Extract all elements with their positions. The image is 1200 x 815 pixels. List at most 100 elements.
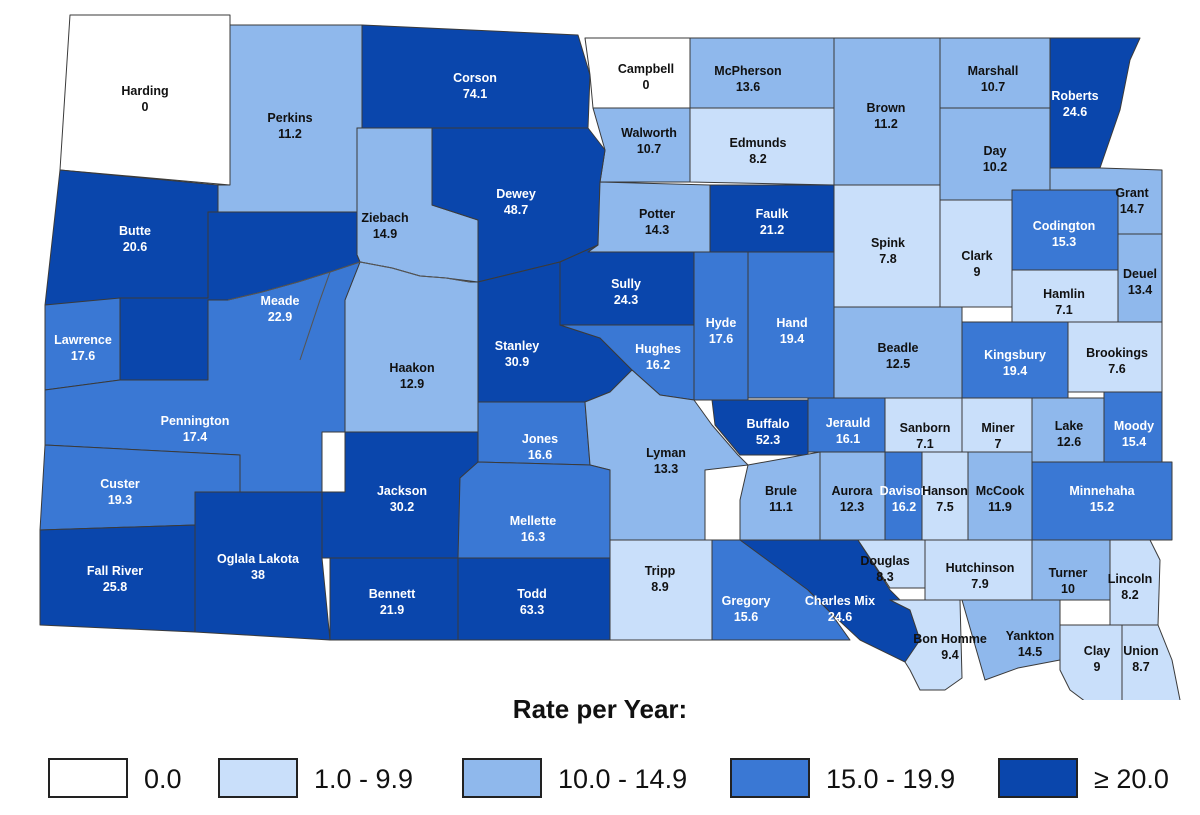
- county-corson: [361, 24, 591, 129]
- county-value-mccook: 11.9: [988, 500, 1012, 514]
- county-name-lawrence: Lawrence: [54, 333, 112, 347]
- county-value-faulk: 21.2: [760, 223, 784, 237]
- county-name-stanley: Stanley: [495, 339, 540, 353]
- county-name-corson: Corson: [453, 71, 497, 85]
- county-name-ziebach: Ziebach: [361, 211, 408, 225]
- county-value-haakon: 12.9: [400, 377, 424, 391]
- county-name-campbell: Campbell: [618, 62, 674, 76]
- county-name-bennett: Bennett: [369, 587, 416, 601]
- county-value-hanson: 7.5: [936, 500, 953, 514]
- county-name-union: Union: [1123, 644, 1158, 658]
- county-name-brookings: Brookings: [1086, 346, 1148, 360]
- county-value-minnehaha: 15.2: [1090, 500, 1114, 514]
- county-fall-river: [39, 524, 196, 633]
- county-name-tripp: Tripp: [645, 564, 676, 578]
- county-name-hamlin: Hamlin: [1043, 287, 1085, 301]
- county-value-hand: 19.4: [780, 332, 804, 346]
- county-value-douglas: 8.3: [876, 570, 893, 584]
- county-value-yankton: 14.5: [1018, 645, 1042, 659]
- county-value-deuel: 13.4: [1128, 283, 1152, 297]
- county-value-kingsbury: 19.4: [1003, 364, 1027, 378]
- county-value-union: 8.7: [1132, 660, 1149, 674]
- county-name-lincoln: Lincoln: [1108, 572, 1152, 586]
- county-value-moody: 15.4: [1122, 435, 1146, 449]
- county-name-mccook: McCook: [976, 484, 1025, 498]
- county-yankton: [961, 599, 1061, 681]
- county-value-bennett: 21.9: [380, 603, 404, 617]
- county-value-jackson: 30.2: [390, 500, 414, 514]
- county-value-ziebach: 14.9: [373, 227, 397, 241]
- county-value-roberts: 24.6: [1063, 105, 1087, 119]
- legend-label-4: ≥ 20.0: [1094, 764, 1169, 794]
- county-value-lincoln: 8.2: [1121, 588, 1138, 602]
- county-clay: [1059, 624, 1123, 700]
- county-value-lake: 12.6: [1057, 435, 1081, 449]
- county-name-pennington: Pennington: [161, 414, 230, 428]
- legend-label-2: 10.0 - 14.9: [558, 764, 688, 794]
- county-value-hughes: 16.2: [646, 358, 670, 372]
- county-value-pennington: 17.4: [183, 430, 207, 444]
- county-value-bon-homme: 9.4: [941, 648, 958, 662]
- county-value-clark: 9: [974, 265, 981, 279]
- county-name-sully: Sully: [611, 277, 641, 291]
- county-value-corson: 74.1: [463, 87, 487, 101]
- county-name-moody: Moody: [1114, 419, 1154, 433]
- county-value-campbell: 0: [643, 78, 650, 92]
- county-name-douglas: Douglas: [860, 554, 909, 568]
- county-name-clark: Clark: [961, 249, 992, 263]
- county-name-bon-homme: Bon Homme: [913, 632, 987, 646]
- county-value-spink: 7.8: [879, 252, 896, 266]
- county-name-hutchinson: Hutchinson: [946, 561, 1015, 575]
- county-name-grant: Grant: [1115, 186, 1149, 200]
- county-name-sanborn: Sanborn: [900, 421, 951, 435]
- county-value-grant: 14.7: [1120, 202, 1144, 216]
- legend-label-0: 0.0: [144, 764, 182, 794]
- legend-swatch-0: [48, 758, 128, 798]
- county-value-edmunds: 8.2: [749, 152, 766, 166]
- county-name-lyman: Lyman: [646, 446, 686, 460]
- county-name-charles-mix: Charles Mix: [805, 594, 875, 608]
- county-value-turner: 10: [1061, 582, 1075, 596]
- county-value-lawrence: 17.6: [71, 349, 95, 363]
- county-name-yankton: Yankton: [1006, 629, 1055, 643]
- county-name-jerauld: Jerauld: [826, 416, 870, 430]
- county-name-lake: Lake: [1055, 419, 1084, 433]
- county-name-turner: Turner: [1049, 566, 1088, 580]
- county-name-day: Day: [984, 144, 1007, 158]
- county-name-harding: Harding: [121, 84, 168, 98]
- county-value-brule: 11.1: [769, 500, 793, 514]
- county-name-kingsbury: Kingsbury: [984, 348, 1046, 362]
- county-lincoln: [1109, 539, 1161, 626]
- county-value-meade: 22.9: [268, 310, 292, 324]
- county-name-mellette: Mellette: [510, 514, 557, 528]
- county-name-codington: Codington: [1033, 219, 1095, 233]
- county-name-edmunds: Edmunds: [730, 136, 787, 150]
- county-name-hughes: Hughes: [635, 342, 681, 356]
- county-name-aurora: Aurora: [832, 484, 874, 498]
- white-river-line: [227, 261, 471, 301]
- county-value-tripp: 8.9: [651, 580, 668, 594]
- county-value-dewey: 48.7: [504, 203, 528, 217]
- county-name-faulk: Faulk: [756, 207, 789, 221]
- legend-swatch-4: [998, 758, 1078, 798]
- county-name-marshall: Marshall: [968, 64, 1019, 78]
- legend-label-1: 1.0 - 9.9: [314, 764, 414, 794]
- legend-swatch-3: [730, 758, 810, 798]
- county-value-fall-river: 25.8: [103, 580, 127, 594]
- county-name-deuel: Deuel: [1123, 267, 1157, 281]
- county-value-harding: 0: [142, 100, 149, 114]
- county-name-buffalo: Buffalo: [746, 417, 789, 431]
- south-dakota-county-map: Harding 0 Perkins 11.2 Corson 74.1 Campbell 0 Mc…: [39, 14, 1181, 700]
- county-name-perkins: Perkins: [267, 111, 312, 125]
- county-value-todd: 63.3: [520, 603, 544, 617]
- counties-layer: [39, 14, 1181, 700]
- county-value-oglala-lakota: 38: [251, 568, 265, 582]
- county-name-hand: Hand: [776, 316, 807, 330]
- county-value-aurora: 12.3: [840, 500, 864, 514]
- legend: 0.0 1.0 - 9.9 10.0 - 14.9 15.0 - 19.9 ≥ …: [0, 758, 1200, 802]
- county-oglala-lakota: [194, 491, 331, 641]
- county-name-roberts: Roberts: [1051, 89, 1098, 103]
- county-name-oglala-lakota: Oglala Lakota: [217, 552, 300, 566]
- county-value-brookings: 7.6: [1108, 362, 1125, 376]
- county-value-custer: 19.3: [108, 493, 132, 507]
